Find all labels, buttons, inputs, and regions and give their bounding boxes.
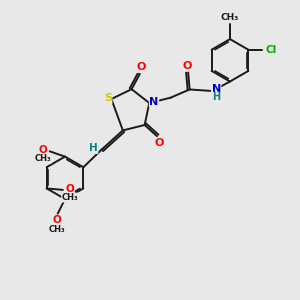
Text: CH₃: CH₃ [61, 193, 78, 202]
Text: CH₃: CH₃ [34, 154, 51, 164]
Text: S: S [104, 93, 112, 103]
Text: H: H [212, 92, 220, 102]
Text: N: N [149, 97, 159, 107]
Text: O: O [182, 61, 192, 71]
Text: N: N [212, 84, 221, 94]
Text: O: O [136, 62, 146, 72]
Text: O: O [65, 184, 74, 194]
Text: O: O [52, 215, 61, 225]
Text: CH₃: CH₃ [221, 14, 239, 22]
Text: O: O [155, 138, 164, 148]
Text: Cl: Cl [265, 45, 276, 55]
Text: O: O [38, 145, 47, 155]
Text: H: H [89, 143, 98, 153]
Text: CH₃: CH₃ [48, 225, 65, 234]
